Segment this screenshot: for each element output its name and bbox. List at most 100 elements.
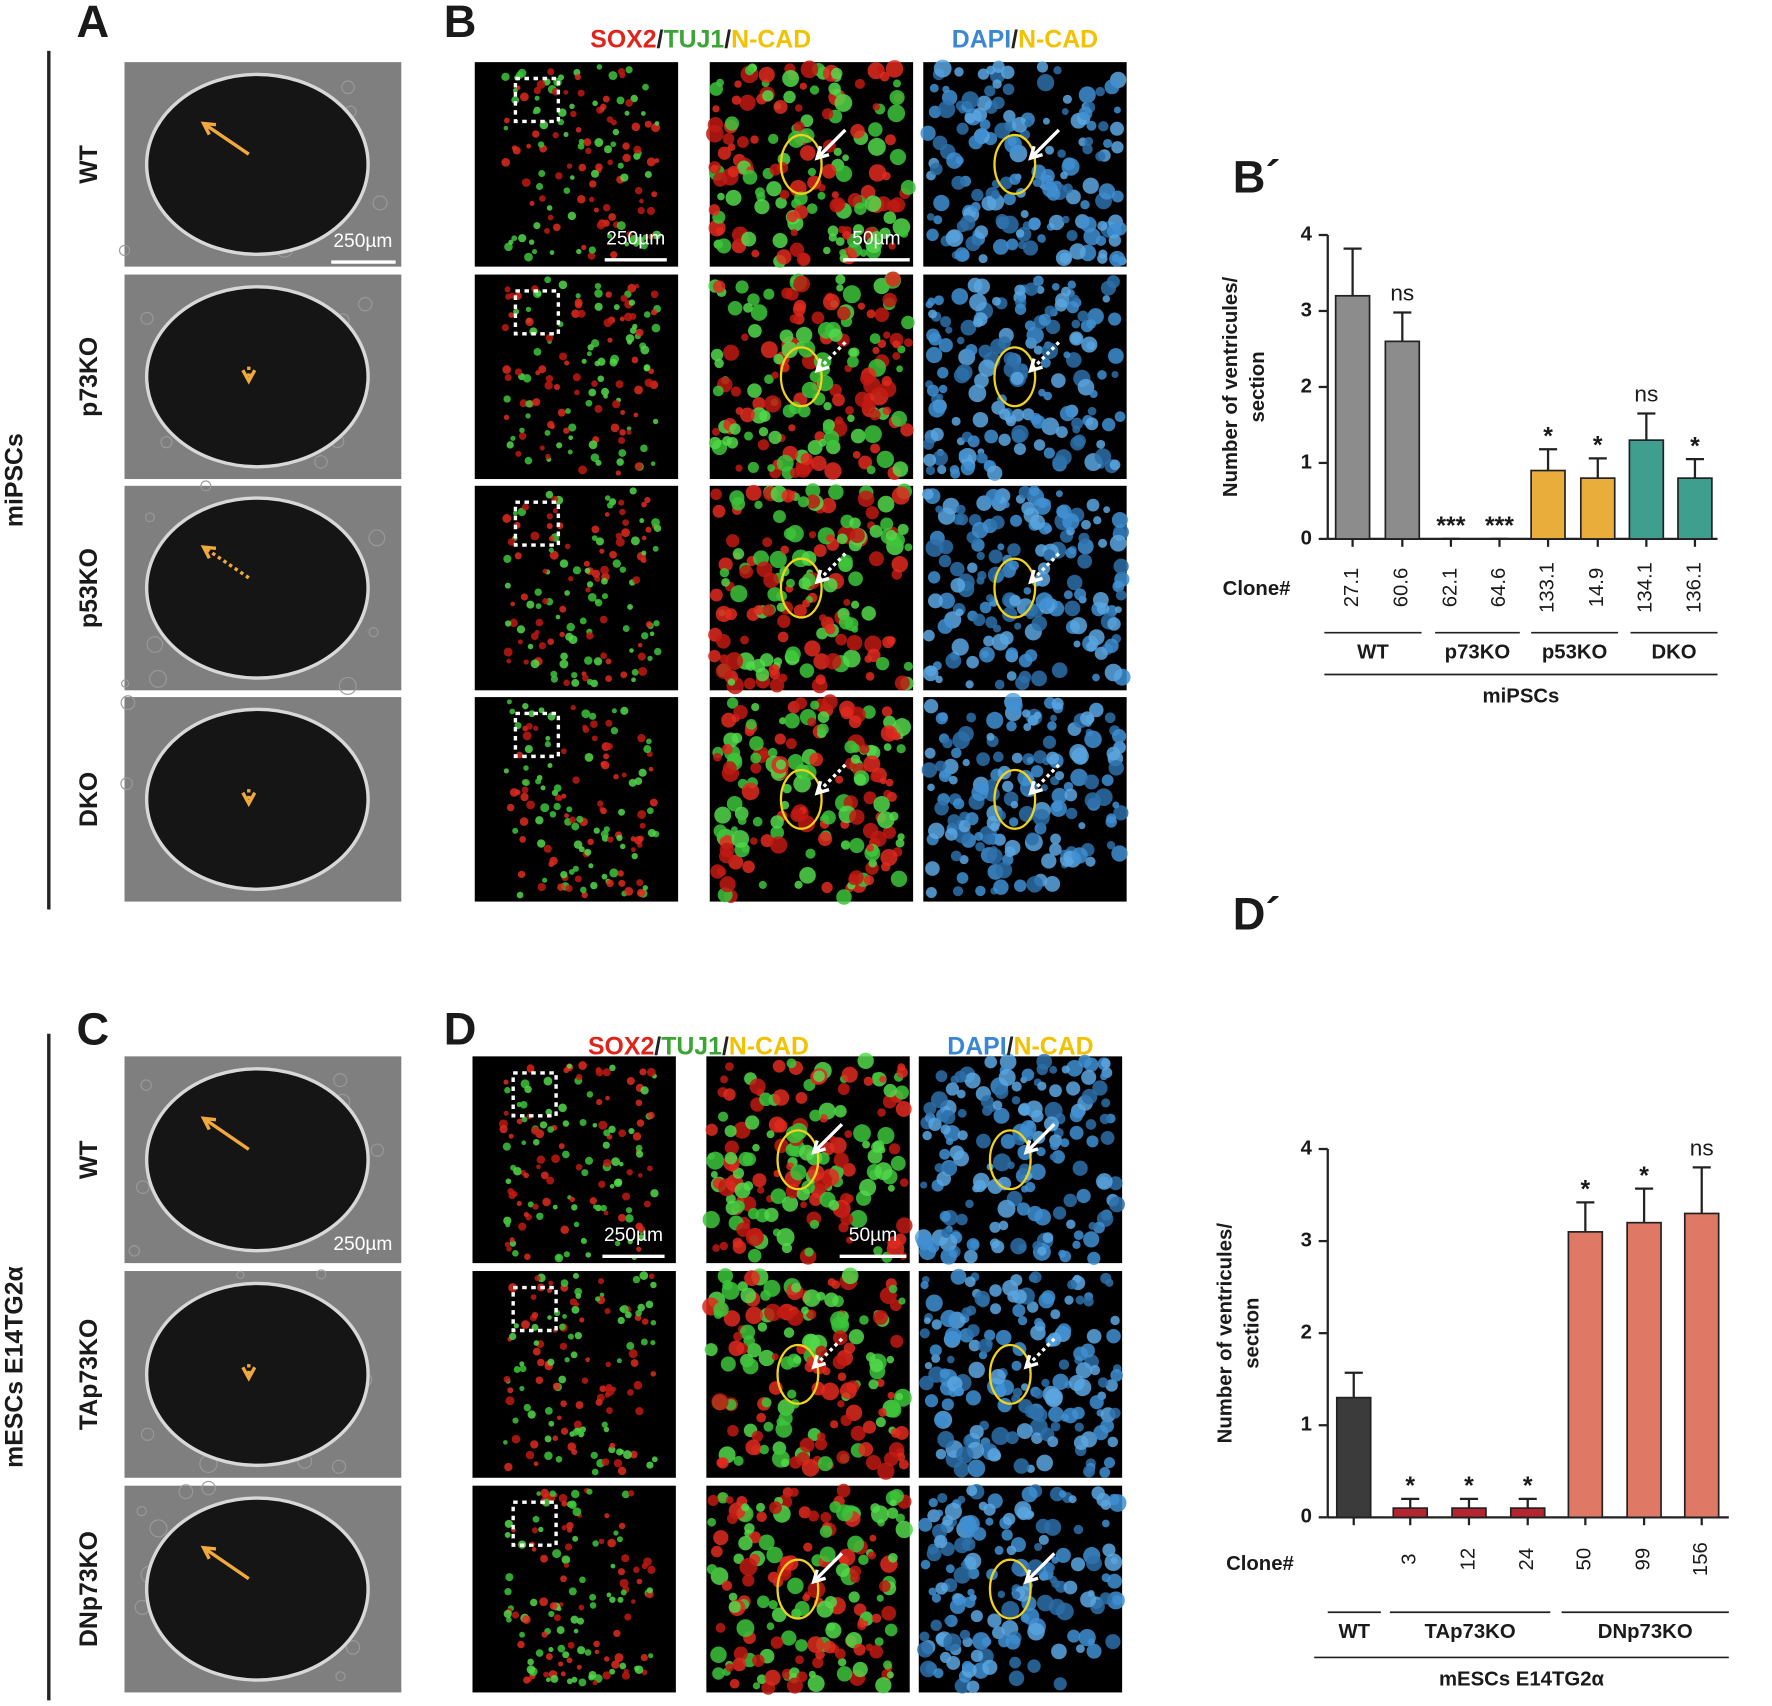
cell xyxy=(523,1212,529,1218)
cell xyxy=(994,1085,1009,1099)
x-tick-label: 136.1 xyxy=(1683,562,1705,613)
x-tick-label: 64.6 xyxy=(1488,568,1510,608)
cell xyxy=(609,1668,616,1675)
cell xyxy=(779,189,790,200)
cell xyxy=(767,747,778,758)
cell xyxy=(1030,765,1044,778)
cell xyxy=(966,1680,980,1694)
cell xyxy=(987,1448,1001,1462)
cell xyxy=(613,1459,623,1468)
cell xyxy=(605,291,612,298)
cell xyxy=(936,1171,952,1187)
cell xyxy=(956,122,969,135)
cell xyxy=(1063,590,1073,600)
cell-debris xyxy=(178,1484,194,1500)
cell xyxy=(523,1403,531,1412)
cell xyxy=(1081,1069,1097,1085)
cell xyxy=(612,559,622,568)
cell xyxy=(1077,553,1093,569)
cell xyxy=(647,655,653,661)
cell xyxy=(594,599,603,607)
cell xyxy=(1006,720,1017,732)
cell xyxy=(727,165,740,178)
cell xyxy=(1101,774,1114,787)
cell xyxy=(990,822,1000,832)
cell xyxy=(524,745,533,754)
cell xyxy=(1115,589,1127,601)
cell xyxy=(1109,1407,1121,1419)
cell xyxy=(603,318,613,328)
cell xyxy=(637,1234,645,1242)
cell xyxy=(839,554,853,569)
cell xyxy=(646,1461,654,1469)
cell xyxy=(508,1133,514,1139)
cell xyxy=(811,455,827,472)
cell xyxy=(995,1329,1012,1346)
cell xyxy=(1066,301,1079,314)
bar xyxy=(1392,1507,1429,1519)
cell xyxy=(647,1165,653,1172)
cell xyxy=(552,1435,559,1441)
cell xyxy=(558,1493,568,1503)
cell xyxy=(650,309,658,316)
cell xyxy=(1093,703,1101,711)
arrow-head xyxy=(200,1116,217,1131)
cell xyxy=(982,1659,998,1675)
cell xyxy=(535,778,542,785)
x-tick-label: 24 xyxy=(1516,1548,1538,1571)
cell xyxy=(569,175,575,180)
bar xyxy=(1334,294,1371,540)
cell xyxy=(775,759,787,770)
cell xyxy=(591,535,598,542)
cell xyxy=(735,464,743,472)
cell xyxy=(1099,1592,1112,1605)
cell xyxy=(781,341,798,358)
cell xyxy=(974,225,989,239)
cell xyxy=(1010,514,1023,527)
cell xyxy=(838,1548,856,1566)
cell xyxy=(772,1059,786,1073)
arrow-head xyxy=(200,545,217,559)
stain-name: N-CAD xyxy=(1014,1033,1094,1060)
cell xyxy=(621,1490,630,1499)
scale-bar-label: 250µm xyxy=(333,1234,392,1255)
cell xyxy=(930,1091,948,1109)
cell xyxy=(712,1244,720,1252)
cell xyxy=(841,1066,858,1083)
cell xyxy=(885,1402,902,1418)
cell xyxy=(925,300,934,309)
cell xyxy=(712,280,726,293)
cell xyxy=(819,1525,833,1538)
cell xyxy=(652,418,659,425)
cell xyxy=(759,749,769,760)
cell xyxy=(953,798,965,810)
bar xyxy=(1451,1507,1487,1519)
cell xyxy=(707,1494,719,1506)
cell xyxy=(813,653,830,670)
cell xyxy=(1042,735,1057,749)
cell xyxy=(1030,1324,1046,1341)
cell xyxy=(750,837,758,845)
stain-name: DAPI xyxy=(952,26,1011,53)
cell xyxy=(766,1546,783,1564)
cell xyxy=(723,344,740,361)
cell xyxy=(919,1328,930,1339)
cell xyxy=(850,754,861,764)
cell xyxy=(1029,1163,1046,1180)
cell xyxy=(1100,1072,1108,1081)
cell xyxy=(546,1176,555,1185)
scale-bar-label: 50µm xyxy=(852,229,900,250)
cell xyxy=(1108,1494,1127,1512)
cell xyxy=(533,1340,540,1346)
cell xyxy=(828,484,844,500)
cell xyxy=(742,1358,759,1375)
cell xyxy=(824,462,842,480)
cell xyxy=(514,552,522,560)
cell xyxy=(645,526,652,533)
cell xyxy=(807,1580,826,1599)
cell xyxy=(519,1631,526,1638)
cell xyxy=(745,1439,761,1456)
cell xyxy=(865,506,879,520)
cell xyxy=(886,791,897,802)
